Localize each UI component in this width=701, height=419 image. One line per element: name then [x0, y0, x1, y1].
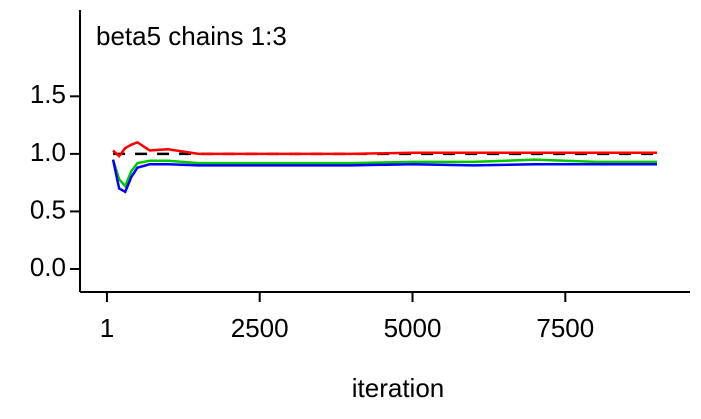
- x-axis-label: iteration: [352, 373, 445, 403]
- x-tick-label: 2500: [231, 313, 289, 343]
- y-tick-label: 0.0: [30, 252, 66, 282]
- y-tick-label: 0.5: [30, 194, 66, 224]
- series-line: [111, 158, 657, 189]
- chart-title: beta5 chains 1:3: [96, 21, 287, 51]
- y-tick-label: 1.0: [30, 137, 66, 167]
- x-tick-label: 7500: [536, 313, 594, 343]
- series-line: [111, 159, 657, 194]
- series-line: [112, 140, 657, 159]
- x-tick-label: 1: [100, 313, 114, 343]
- x-tick-label: 5000: [384, 313, 442, 343]
- y-tick-label: 1.5: [30, 79, 66, 109]
